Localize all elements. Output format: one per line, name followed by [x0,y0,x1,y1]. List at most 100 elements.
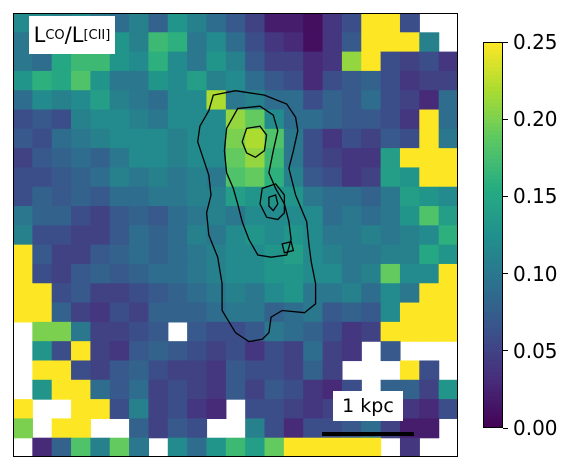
heatmap-cell [129,437,150,458]
heatmap-cell [419,128,440,149]
colorbar-segment [483,243,503,248]
contour-line [281,240,295,254]
heatmap-cell [90,379,111,400]
heatmap-cell [109,206,130,226]
colorbar-segment [483,114,503,119]
heatmap-cell [303,109,324,130]
heatmap-cell [32,437,53,458]
heatmap-cell [438,70,459,91]
heatmap-cell [264,13,285,33]
heatmap-cell [283,360,304,381]
heatmap-cell [148,206,169,226]
heatmap-cell [13,90,33,111]
heatmap-cell [303,128,324,149]
heatmap-cell [167,186,188,207]
heatmap-cell [303,90,324,111]
heatmap-cell [225,302,246,323]
colorbar-segment [483,403,503,409]
heatmap-cell [245,302,266,323]
heatmap-cell [13,148,33,169]
heatmap-cell [283,379,304,400]
heatmap-cell [341,437,362,458]
colorbar-segment [483,267,503,272]
heatmap-cell [419,283,440,304]
heatmap-cell [187,225,208,246]
heatmap-cell [187,51,208,72]
heatmap-cell [129,128,150,149]
title-lead: L [33,23,46,47]
colorbar-segment [483,42,503,47]
heatmap-cell [245,167,266,188]
colorbar-segment [483,150,503,156]
heatmap-cell [90,302,111,323]
heatmap-cell [303,321,324,342]
heatmap-cell [399,13,420,33]
heatmap-cell [51,148,72,169]
heatmap-cell [90,263,111,284]
heatmap-cell [245,379,266,400]
colorbar-segment [483,226,503,232]
heatmap-cell [206,167,227,188]
colorbar-segment [483,407,503,413]
heatmap-cell [167,206,188,226]
colorbar-segment [483,166,503,172]
heatmap-cell [109,360,130,381]
heatmap-cell [225,13,246,33]
heatmap-cell [71,128,91,149]
heatmap-cell [71,206,91,226]
heatmap-cell [380,32,401,53]
colorbar-segment [483,90,503,95]
colorbar-segment [483,210,503,216]
heatmap-cell [71,341,91,362]
heatmap-cell [129,418,150,439]
heatmap-cell [71,418,91,439]
colorbar-segment [483,186,503,192]
colorbar-segment [483,395,503,401]
colorbar-segment [483,178,503,184]
colorbar-segment [483,255,503,260]
heatmap-cell [51,360,72,381]
heatmap-cell [322,32,343,53]
heatmap-cell [419,399,440,419]
colorbar-segment [483,411,503,417]
heatmap-cell [419,51,440,72]
heatmap-cell [264,341,285,362]
heatmap-cell [206,321,227,342]
heatmap-cell [109,283,130,304]
heatmap-cell [303,186,324,207]
heatmap-cell [264,360,285,381]
colorbar-segment [483,126,503,132]
heatmap-cell [90,90,111,111]
heatmap-cell [264,379,285,400]
heatmap-cell [13,225,33,246]
heatmap-cell [90,321,111,342]
heatmap-cell [167,360,188,381]
heatmap-cell [303,70,324,91]
heatmap-cell [187,302,208,323]
heatmap-cell [438,90,459,111]
chart-title: L CO/L [CII] [29,16,115,54]
heatmap-cell [90,128,111,149]
heatmap-cell [13,32,33,53]
heatmap-cell [399,128,420,149]
heatmap-cell [148,379,169,400]
heatmap-panel [13,13,459,458]
heatmap-cell [399,206,420,226]
heatmap-cell [399,360,420,381]
heatmap-cell [32,167,53,188]
heatmap-cell [167,90,188,111]
heatmap-cell [264,283,285,304]
heatmap-cell [322,13,343,33]
heatmap-cell [438,379,459,400]
heatmap-cell [32,51,53,72]
heatmap-cell [32,186,53,207]
heatmap-cell [13,167,33,188]
heatmap-cell [167,263,188,284]
heatmap-cell [90,225,111,246]
heatmap-cell [32,302,53,323]
heatmap-cell [419,418,440,439]
heatmap-cell [206,263,227,284]
heatmap-cell [380,302,401,323]
heatmap-cell [264,148,285,169]
heatmap-cell [361,109,382,130]
